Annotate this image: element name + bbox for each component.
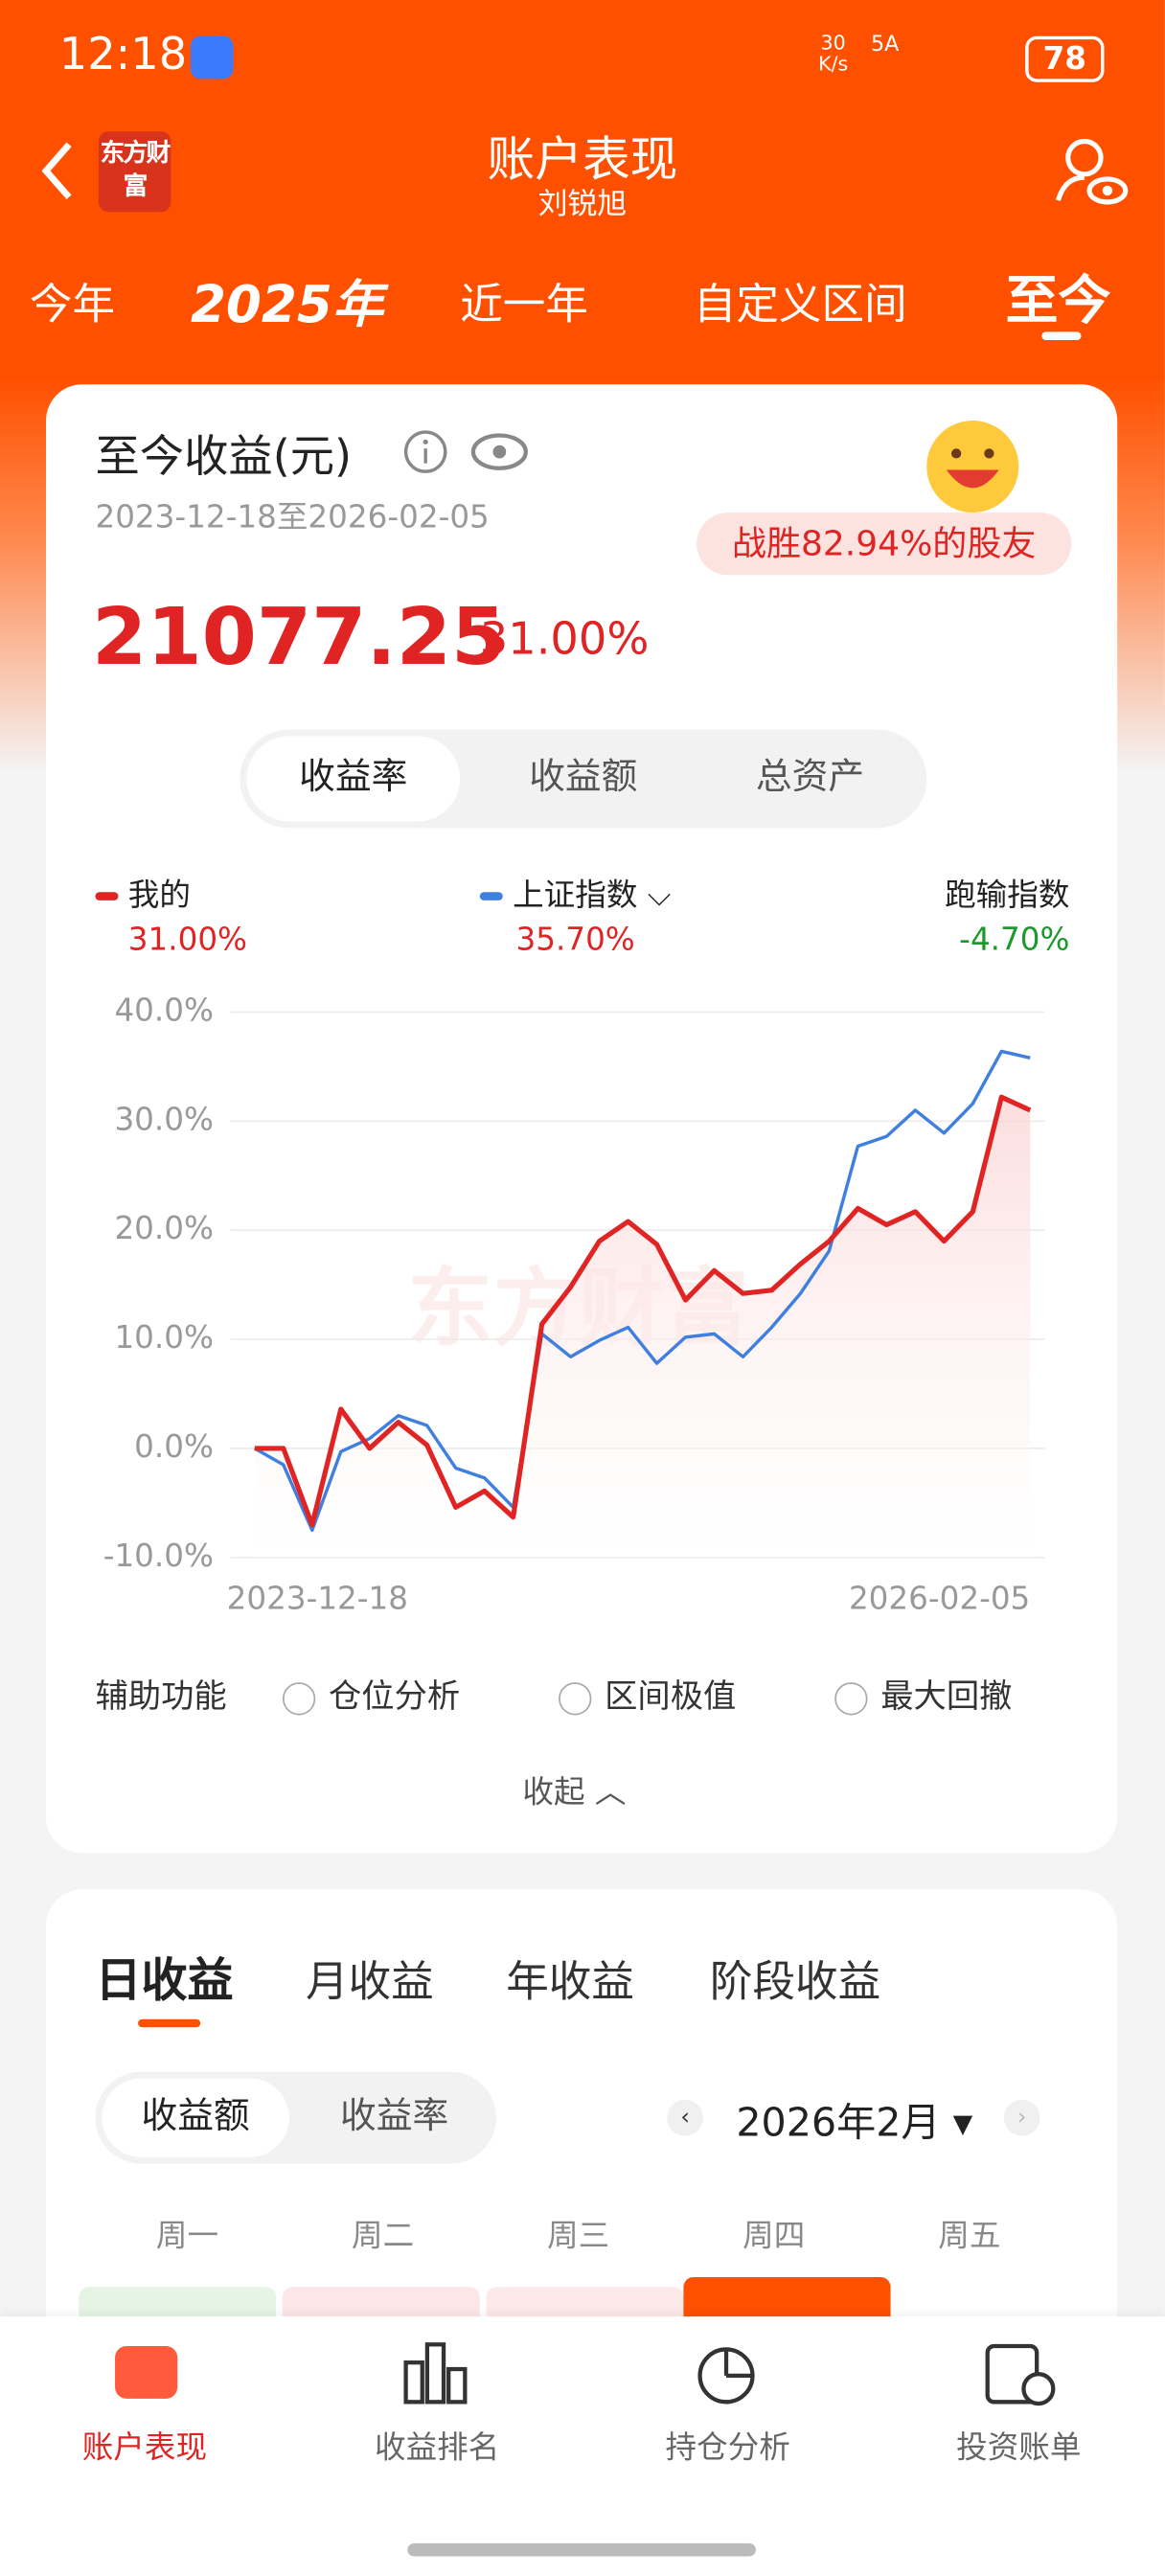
legend: 上证指数 ⌵ <box>479 871 672 915</box>
month-text: 2026年2月 <box>736 2099 941 2146</box>
weekday: 周五 <box>938 2218 1001 2254</box>
toggle-active[interactable]: 收益额 <box>102 2078 289 2157</box>
info-eye-icons[interactable] <box>400 427 532 480</box>
weekday: 周四 <box>742 2218 806 2254</box>
tool-option[interactable]: 最大回撤 <box>834 1669 1012 1717</box>
weekday: 周一 <box>155 2218 219 2254</box>
legend-swatch <box>95 892 119 900</box>
y-tick-label: 10.0% <box>114 1319 214 1356</box>
chart-tab-active[interactable]: 收益率 <box>246 736 461 822</box>
bottom-nav <box>0 2316 1165 2576</box>
user-eye[interactable] <box>1052 135 1131 211</box>
y-tick-label: 40.0% <box>114 992 214 1028</box>
legend-name: 我的 <box>127 877 191 914</box>
line-1 <box>253 1049 1031 1533</box>
area <box>254 1097 1031 1558</box>
period-tab[interactable]: 自定义区间 <box>693 281 907 331</box>
tab-indicator <box>1041 331 1082 341</box>
nav-icon <box>115 2346 178 2399</box>
x-tick-label: 2026-02-05 <box>849 1580 1030 1616</box>
excess-value: -4.70% <box>959 922 1070 958</box>
x-tick-label: 2023-12-18 <box>227 1580 408 1616</box>
y-tick-label: 30.0% <box>114 1101 214 1137</box>
nav-icon <box>403 2342 468 2405</box>
nav-item[interactable]: 收益排名 <box>374 2429 500 2467</box>
date-range: 2023-12-18至2026-02-05 <box>95 499 490 536</box>
tool-name: 最大回撤 <box>880 1676 1013 1716</box>
emoji <box>926 421 1019 513</box>
collapse[interactable]: 收起 ︿ <box>522 1774 627 1811</box>
income-tab-active[interactable]: 日收益 <box>95 1953 234 2008</box>
speed: 30 <box>820 31 846 55</box>
excess-label: 跑输指数 <box>945 877 1070 914</box>
income-tab[interactable]: 年收益 <box>506 1958 635 2008</box>
line-0 <box>254 1094 1032 1528</box>
chart-tab[interactable]: 收益额 <box>529 757 638 799</box>
prev-month[interactable]: ‹ <box>667 2099 704 2136</box>
beat-label: 战胜82.94%的股友 <box>697 513 1072 576</box>
collapse-text: 收起 <box>522 1774 585 1811</box>
logo: 东方财富 <box>98 131 171 213</box>
income-tab[interactable]: 阶段收益 <box>709 1958 881 2008</box>
network: 5A <box>870 33 900 58</box>
period-tab-active[interactable]: 至今 <box>1005 269 1111 332</box>
home-indicator <box>407 2542 756 2557</box>
subtitle: 刘锐旭 <box>537 187 628 222</box>
title: 账户表现 <box>487 131 678 188</box>
legend-swatch <box>479 892 503 900</box>
tool-option[interactable]: 区间极值 <box>559 1669 736 1717</box>
battery: 78 <box>1025 35 1105 82</box>
tool-name: 仓位分析 <box>329 1676 461 1716</box>
weekday: 周二 <box>352 2218 415 2254</box>
month[interactable]: 2026年2月 ▾ <box>736 2099 973 2146</box>
income-tab[interactable]: 月收益 <box>305 1958 434 2008</box>
y-tick-label: 20.0% <box>114 1210 214 1246</box>
next-month[interactable]: › <box>1003 2099 1040 2136</box>
tool-option[interactable]: 仓位分析 <box>282 1669 461 1717</box>
toggle[interactable]: 收益率 <box>339 2096 449 2138</box>
nav-icon <box>697 2347 755 2405</box>
weekday: 周三 <box>547 2218 610 2254</box>
legend: 我的 <box>95 871 191 915</box>
tools-label: 辅助功能 <box>95 1676 227 1716</box>
nav-icon <box>985 2343 1056 2406</box>
tab-indicator <box>138 2018 201 2028</box>
summary-card <box>46 384 1118 1854</box>
legend-name[interactable]: 上证指数 <box>513 877 638 914</box>
legend-value: 35.70% <box>515 922 635 958</box>
nav-item[interactable]: 投资账单 <box>956 2429 1082 2467</box>
y-tick-label: 0.0% <box>134 1428 214 1465</box>
period-tab[interactable]: 今年 <box>29 281 116 331</box>
nav-item[interactable]: 持仓分析 <box>665 2429 790 2467</box>
net-speed: 30 K/s <box>818 31 849 76</box>
legend-value: 31.00% <box>127 922 248 958</box>
app-icon <box>190 35 234 80</box>
chart-tab[interactable]: 总资产 <box>755 757 865 799</box>
y-tick-label: -10.0% <box>103 1538 214 1574</box>
speed-unit: K/s <box>818 52 849 76</box>
chart: 东方财富 -10.0%0.0%10.0%20.0%30.0%40.0%2023-… <box>103 992 1045 1616</box>
back[interactable] <box>33 138 81 204</box>
period-tab[interactable]: 近一年 <box>460 281 588 331</box>
summary-title: 至今收益(元) <box>95 432 353 484</box>
tool-name: 区间极值 <box>605 1676 737 1716</box>
profit: 21077.25 <box>92 591 507 684</box>
profit-rate: 31.00% <box>479 614 650 666</box>
nav-item-active[interactable]: 账户表现 <box>81 2429 208 2467</box>
time: 12:18 <box>58 29 188 81</box>
period-tab[interactable]: 2025年 <box>190 276 384 335</box>
